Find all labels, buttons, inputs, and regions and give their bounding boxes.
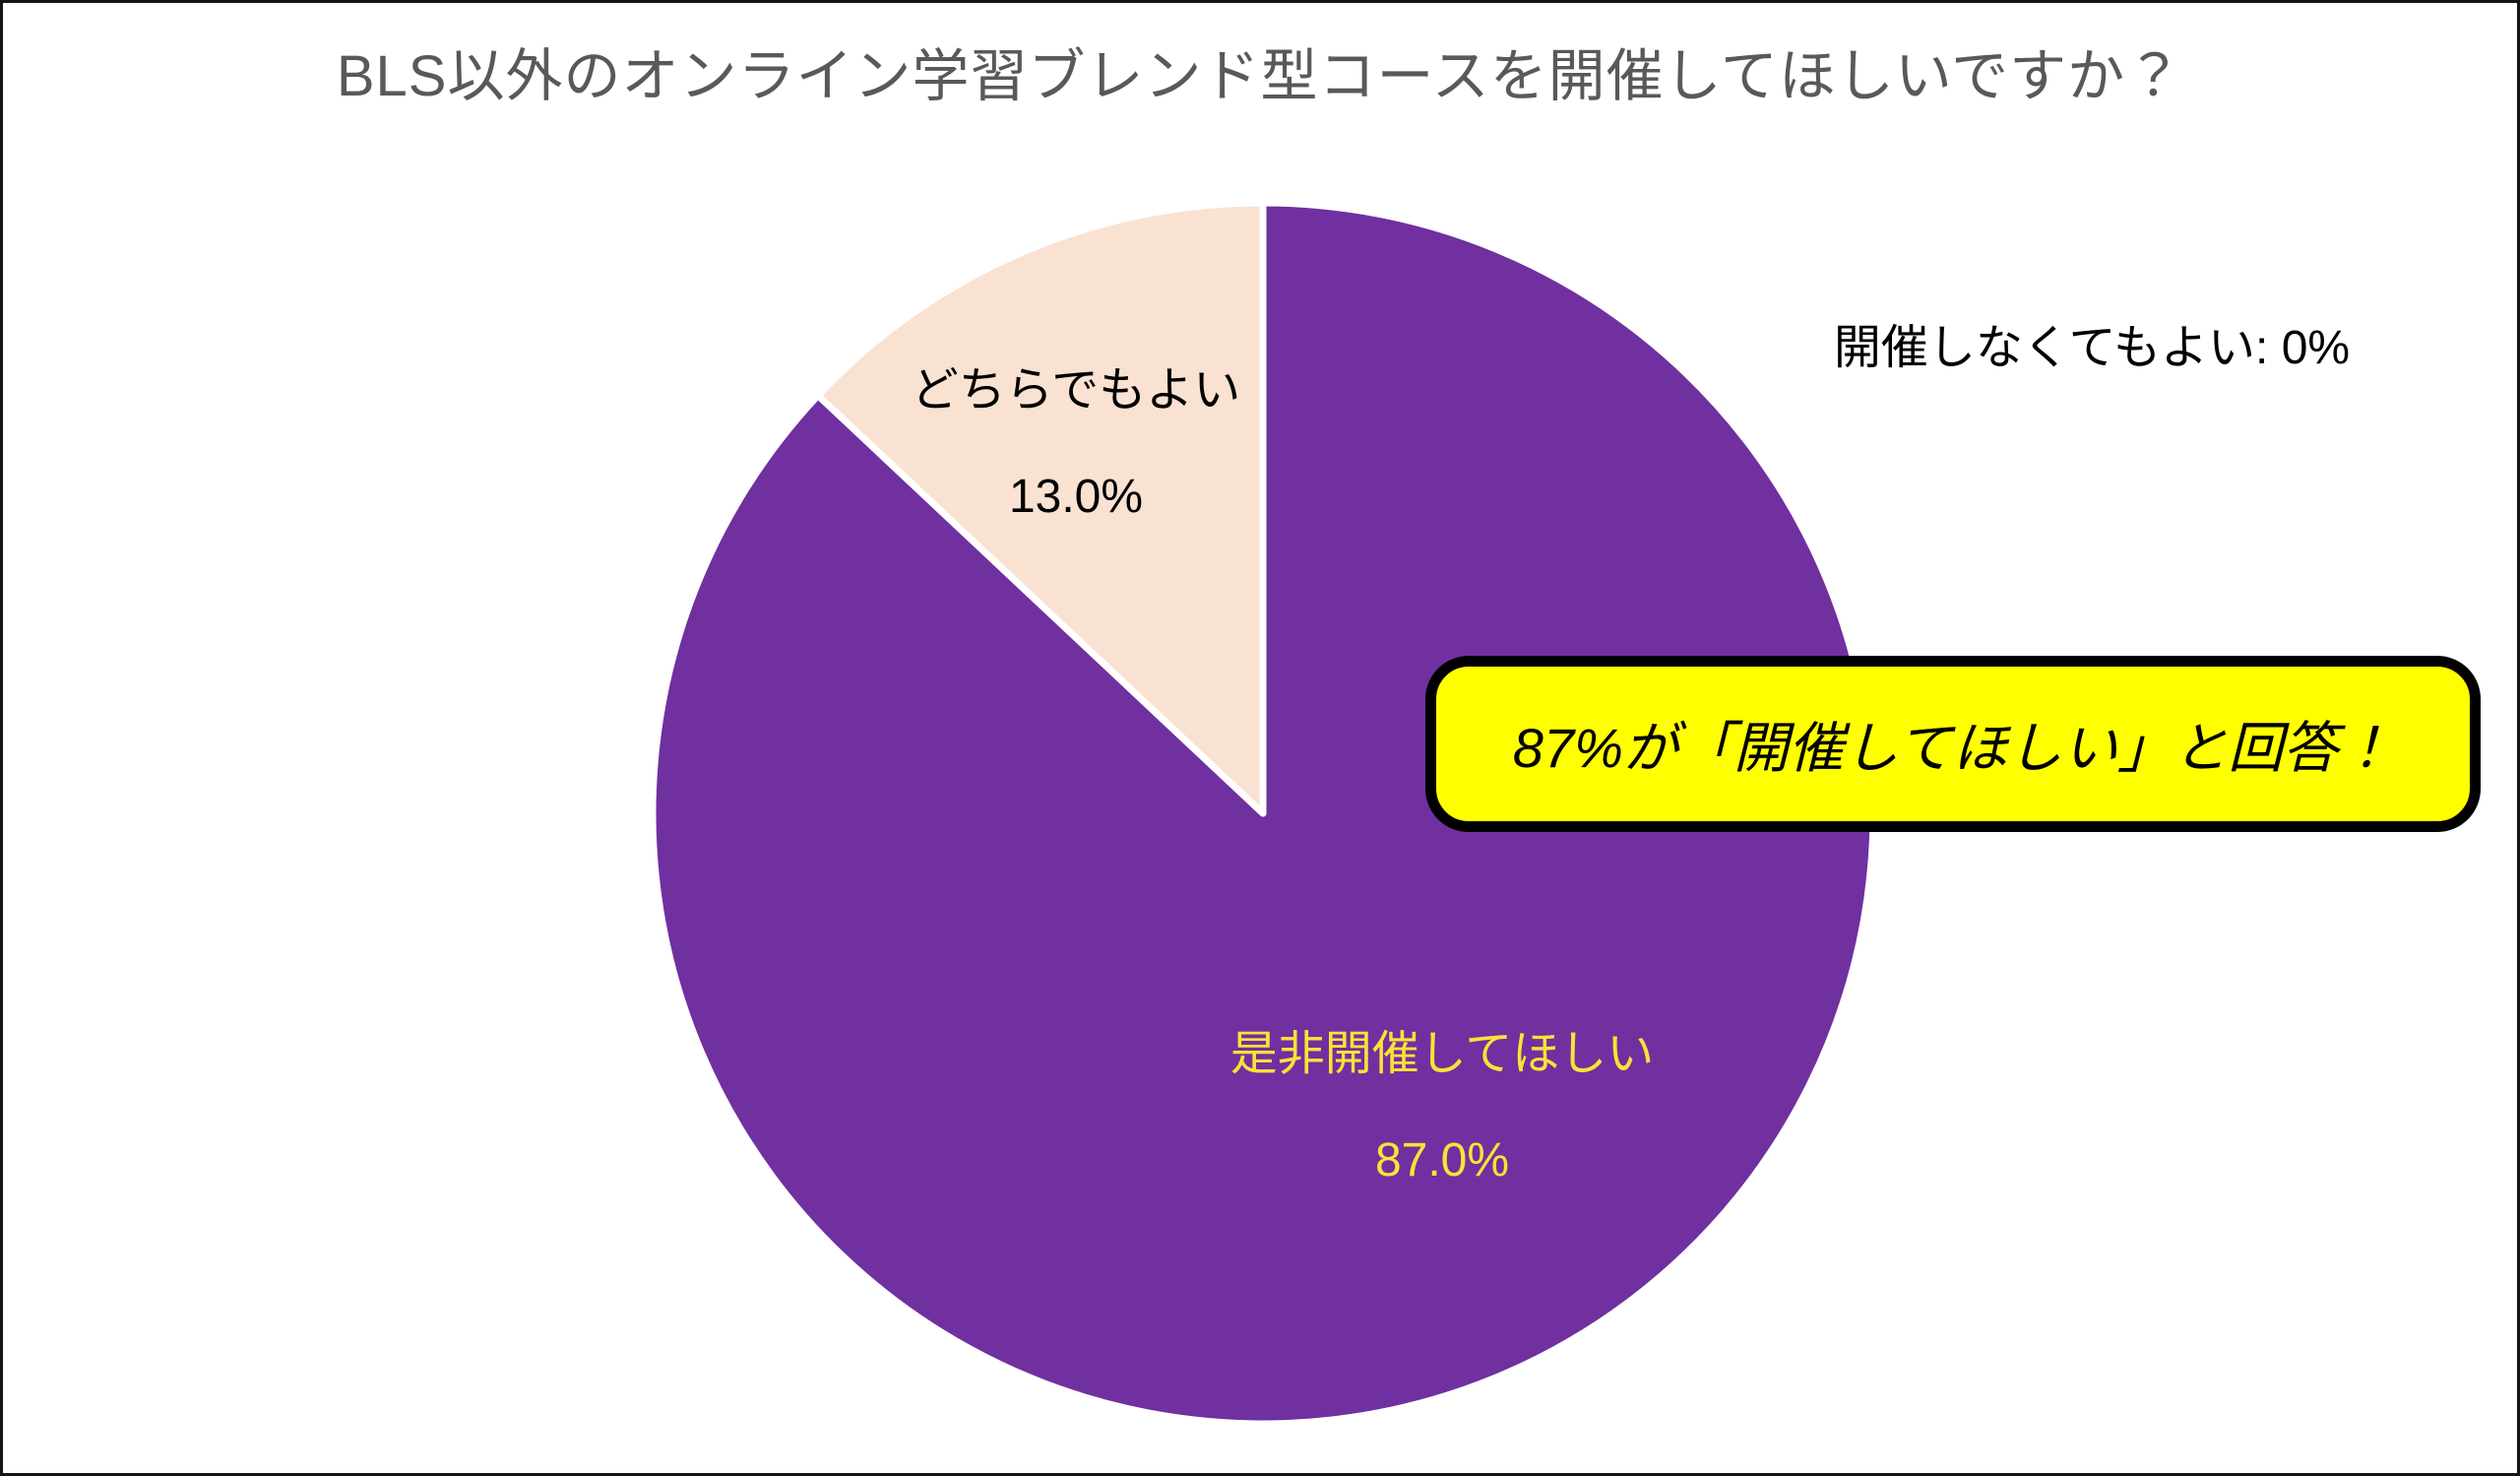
pie-label-dochira-value: 13.0% [1008, 471, 1144, 523]
pie-label-zehi-value: 87.0% [1374, 1134, 1510, 1187]
callout-text: 87%が「開催してほしい」と回答！ [1512, 717, 2394, 779]
callout-box: 87%が「開催してほしい」と回答！ [1425, 656, 2481, 832]
pie-label-zero-outside: 開催しなくてもよい: 0% [1833, 322, 2351, 374]
pie-label-dochira-text: どちらでもよい [911, 364, 1241, 417]
chart-title: BLS以外のオンライン学習ブレンド型コースを開催してほしいですか？ [336, 44, 2184, 108]
pie-label-zehi-text: 是非開催してほしい [1229, 1028, 1655, 1080]
pie-label-dochira: どちらでもよい 13.0% [912, 365, 1241, 523]
pie-chart [649, 199, 1877, 1428]
pie-slice-1 [814, 199, 1267, 817]
pie-label-zehi: 是非開催してほしい 87.0% [1230, 1029, 1655, 1187]
